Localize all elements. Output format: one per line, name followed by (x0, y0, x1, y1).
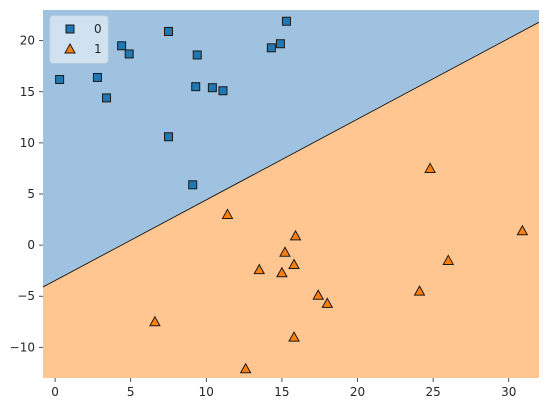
markers-layer (55, 16, 529, 374)
class-1-point (289, 229, 302, 241)
class-1-point (221, 208, 234, 219)
class-0-point (207, 83, 217, 93)
class-0-point (164, 26, 174, 36)
x-axis: 0 5 10 15 20 25 30 (51, 378, 516, 399)
class-0-point (124, 49, 134, 59)
y-tick-label: −10 (10, 340, 35, 354)
class-1-point (413, 285, 426, 296)
class-1-region (43, 22, 539, 379)
class-0-point (218, 86, 228, 96)
y-tick-label: −5 (17, 289, 35, 303)
legend-marker-0 (65, 24, 75, 34)
class-1-point (312, 289, 325, 300)
x-tick-label: 15 (274, 385, 289, 399)
y-tick-label: 0 (27, 238, 35, 252)
class-1-point (424, 162, 436, 173)
class-1-point (288, 331, 300, 342)
x-tick-label: 0 (51, 385, 59, 399)
class-0-point (192, 50, 202, 60)
class-0-point (92, 72, 102, 82)
class-1-point (239, 362, 252, 374)
x-tick-label: 30 (501, 385, 516, 399)
class-1-point (279, 246, 291, 257)
class-1-point (516, 224, 529, 236)
class-1-point (321, 297, 334, 308)
class-0-point (102, 93, 112, 103)
legend: 01 (49, 15, 109, 64)
y-tick-label: 20 (20, 34, 35, 48)
decision-boundary-line (42, 21, 540, 288)
class-0-point (55, 75, 65, 85)
legend-marker-1 (64, 42, 76, 54)
class-1-point (288, 258, 300, 270)
y-tick-label: 5 (27, 187, 35, 201)
class-0-point (281, 16, 291, 26)
x-tick-label: 10 (199, 385, 214, 399)
legend-label-1: 1 (94, 42, 102, 56)
y-axis: −10 −5 0 5 10 15 20 (10, 34, 43, 354)
y-tick-label: 15 (20, 85, 35, 99)
y-tick-label: 10 (20, 136, 35, 150)
class-0-point (191, 82, 201, 92)
class-1-point (276, 266, 288, 278)
legend-label-0: 0 (94, 22, 102, 36)
x-tick-label: 25 (426, 385, 441, 399)
class-0-point (275, 39, 285, 49)
class-1-point (149, 315, 161, 327)
class-0-point (188, 180, 198, 190)
x-tick-label: 5 (127, 385, 135, 399)
class-1-point (253, 263, 266, 275)
class-0-point (164, 132, 174, 142)
class-0-region (43, 10, 539, 288)
class-0-point (117, 41, 127, 51)
plot-area (42, 10, 540, 379)
x-tick-label: 20 (350, 385, 365, 399)
legend-box (49, 15, 109, 64)
class-0-point (266, 43, 276, 53)
class-1-point (442, 254, 455, 265)
